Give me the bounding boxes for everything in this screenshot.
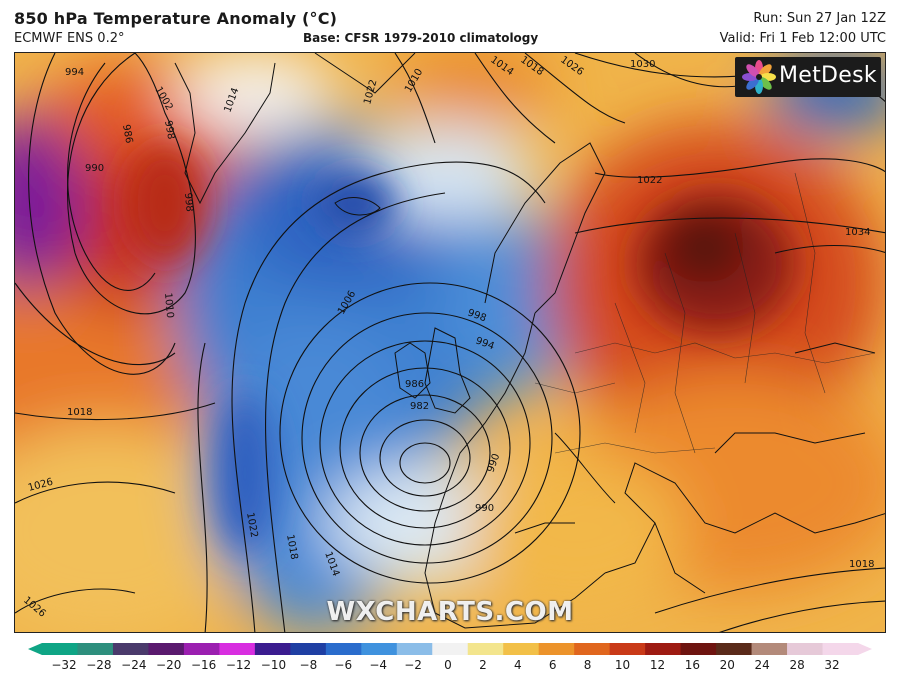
colorbar-tick-label: 16 — [684, 658, 700, 672]
colorbar-segment — [254, 643, 291, 655]
colorbar-tick-label: 10 — [614, 658, 631, 672]
colorbar-segment — [822, 643, 859, 655]
colorbar-segment — [77, 643, 114, 655]
isobar-label: 990 — [85, 163, 104, 174]
colorbar-segment — [716, 643, 753, 655]
isobar-label: 982 — [410, 401, 429, 412]
colorbar-segment — [538, 643, 575, 655]
colorbar-tick-label: −20 — [156, 658, 182, 672]
isobar-label: 1018 — [284, 534, 299, 561]
isobar-label: 1018 — [849, 559, 874, 570]
colorbar-tick-label: 2 — [479, 658, 487, 672]
colorbar-right-arrow — [858, 643, 872, 655]
colorbar-tick-label: −10 — [260, 658, 287, 672]
anomaly-map: 994 1002 998 986 990 998 1014 1022 1026 … — [14, 52, 886, 633]
colorbar-left-arrow — [28, 643, 42, 655]
chart-title: 850 hPa Temperature Anomaly (°C) — [14, 9, 338, 28]
colorbar-segment — [290, 643, 327, 655]
base-climatology-label: Base: CFSR 1979-2010 climatology — [303, 31, 539, 45]
colorbar-segment — [467, 643, 504, 655]
colorbar-segment — [219, 643, 256, 655]
colorbar-tick-label: 6 — [548, 658, 557, 672]
country-borders — [534, 172, 876, 454]
isobar-label: 998 — [162, 120, 176, 141]
isobar-label: 1022 — [637, 175, 662, 186]
colorbar-ticks: −32 −28 −24 −20 −16 −12 −10 −8 −6 −4 −2 0 2 4 6 8 10 12 16… — [0, 658, 900, 678]
colorbar-tick-label: −24 — [121, 658, 147, 672]
valid-time-label: Valid: Fri 1 Feb 12:00 UTC — [719, 31, 886, 46]
isobar-label: 986 — [120, 124, 134, 145]
colorbar-segment — [680, 643, 717, 655]
header: 850 hPa Temperature Anomaly (°C) ECMWF E… — [0, 0, 900, 52]
flower-logo-icon — [742, 60, 776, 94]
isobar-label: 986 — [405, 379, 424, 390]
colorbar-segment — [787, 643, 824, 655]
isobar-label: 1010 — [162, 292, 175, 318]
colorbar-tick-label: 20 — [719, 658, 735, 672]
isobars — [15, 53, 885, 632]
colorbar-tick-label: 8 — [583, 658, 592, 672]
colorbar-segment — [325, 643, 362, 655]
colorbar-tick-label: −8 — [299, 658, 318, 672]
colorbar-segment — [183, 643, 220, 655]
colorbar-tick-label: 24 — [754, 658, 770, 672]
isobar-label: 990 — [475, 503, 494, 514]
isobar-label: 994 — [65, 67, 84, 78]
logo-text: MetDesk — [779, 63, 877, 88]
isobar-label: 998 — [182, 192, 195, 212]
metdesk-logo: MetDesk — [735, 57, 881, 97]
colorbar-segment — [645, 643, 682, 655]
colorbar-tick-label: −4 — [369, 658, 388, 672]
coastlines — [174, 53, 885, 629]
isobar-label: 1018 — [67, 407, 92, 418]
colorbar-tick-label: −6 — [334, 658, 353, 672]
colorbar-tick-label: −28 — [86, 658, 112, 672]
colorbar-segment — [503, 643, 540, 655]
colorbar-segment — [396, 643, 433, 655]
colorbar-tick-label: −2 — [404, 658, 422, 672]
isobar-label: 1034 — [845, 227, 870, 238]
colorbar-segment — [112, 643, 149, 655]
colorbar-segment — [148, 643, 185, 655]
colorbar-segment — [361, 643, 398, 655]
colorbar-segment — [432, 643, 469, 655]
colorbar-tick-label: 32 — [824, 658, 840, 672]
model-label: ECMWF ENS 0.2° — [14, 31, 125, 46]
colorbar-tick-label: 28 — [789, 658, 805, 672]
colorbar-segment — [42, 643, 78, 655]
colorbar — [28, 643, 872, 655]
colorbar-tick-label: 4 — [513, 658, 522, 672]
colorbar-segment — [751, 643, 788, 655]
map-canvas: 994 1002 998 986 990 998 1014 1022 1026 … — [15, 53, 885, 632]
colorbar-tick-label: −32 — [51, 658, 77, 672]
colorbar-segment — [574, 643, 611, 655]
colorbar-segment — [609, 643, 646, 655]
isobar-label: 1030 — [630, 59, 655, 70]
watermark: WXCHARTS.COM — [326, 597, 574, 627]
colorbar-tick-label: 0 — [444, 658, 452, 672]
run-time-label: Run: Sun 27 Jan 12Z — [753, 11, 886, 26]
colorbar-tick-label: −16 — [190, 658, 217, 672]
colorbar-tick-label: 12 — [649, 658, 666, 672]
isobar-label: 1022 — [244, 512, 259, 539]
colorbar-tick-label: −12 — [225, 658, 252, 672]
